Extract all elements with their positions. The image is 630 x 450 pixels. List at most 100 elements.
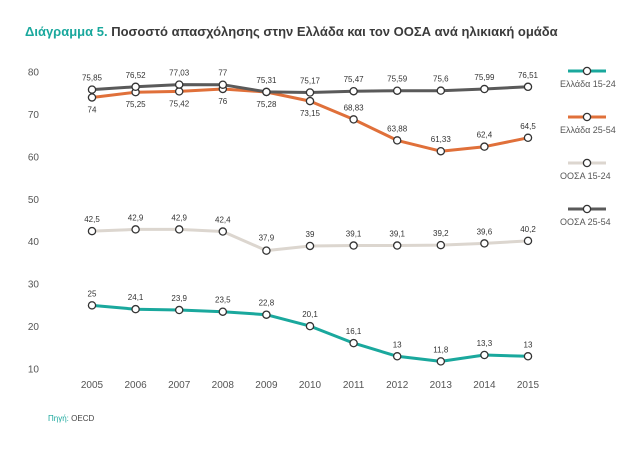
data-point [349, 86, 358, 96]
data-point [174, 305, 184, 315]
data-label: 25 [88, 289, 97, 298]
data-point [349, 338, 358, 348]
x-tick-label: 2013 [430, 380, 453, 391]
source-label: Πηγή: [48, 414, 69, 423]
data-label: 75,47 [344, 75, 365, 84]
legend-marker-3 [582, 158, 592, 168]
data-label: 74 [88, 105, 97, 114]
legend-label-1: Ελλάδα 15-24 [560, 79, 616, 89]
data-label: 75,99 [474, 73, 495, 82]
data-label: 20,1 [302, 310, 318, 319]
data-point [392, 136, 402, 145]
y-tick-label: 40 [28, 237, 40, 248]
data-label: 62,4 [477, 131, 493, 140]
data-point [131, 225, 140, 234]
data-label: 11,8 [433, 345, 449, 354]
data-point [218, 80, 228, 89]
data-point [262, 246, 271, 255]
data-label: 40,2 [520, 225, 536, 234]
data-point [480, 142, 489, 151]
data-label: 77,03 [169, 69, 190, 78]
data-label: 23,9 [171, 294, 187, 303]
data-label: 39,1 [389, 230, 405, 239]
data-label: 75,6 [433, 75, 449, 84]
legend-label-3: ΟΟΣΑ 15-24 [560, 171, 611, 181]
data-point [218, 227, 228, 236]
data-point [436, 86, 446, 95]
data-label: 75,85 [82, 74, 103, 83]
data-label: 75,31 [256, 76, 277, 85]
x-tick-label: 2014 [473, 380, 496, 391]
data-label: 61,33 [431, 135, 452, 144]
chart-title-lead: Διάγραμμα 5. [25, 24, 108, 39]
data-label: 73,15 [300, 109, 321, 118]
x-tick-label: 2009 [255, 380, 278, 391]
data-label: 13,3 [477, 339, 493, 348]
data-label: 42,9 [128, 213, 144, 222]
data-point [87, 93, 97, 102]
data-label: 76,51 [518, 71, 539, 80]
x-tick-label: 2005 [81, 380, 104, 391]
data-point [480, 239, 489, 248]
x-tick-label: 2010 [299, 380, 322, 391]
data-point [131, 82, 140, 92]
data-point [392, 86, 402, 95]
data-label: 63,88 [387, 124, 408, 133]
data-label: 75,42 [169, 99, 190, 108]
legend-marker-4 [582, 204, 592, 214]
data-label: 39,6 [477, 227, 493, 236]
legend-marker-2 [582, 112, 592, 122]
data-point [392, 352, 402, 361]
y-tick-label: 50 [28, 195, 40, 206]
data-point [349, 115, 358, 124]
x-tick-label: 2011 [343, 380, 365, 391]
data-label: 16,1 [346, 327, 362, 336]
data-label: 64,5 [520, 122, 536, 131]
data-label: 75,59 [387, 75, 408, 84]
data-point [87, 226, 97, 236]
data-label: 76,52 [126, 71, 147, 80]
source-note: Πηγή: OECD [48, 414, 94, 423]
data-point [436, 357, 446, 366]
data-point [262, 87, 271, 97]
data-label: 22,8 [259, 299, 275, 308]
data-point [523, 352, 533, 361]
data-point [305, 88, 315, 97]
data-point [523, 236, 533, 246]
data-point [305, 321, 315, 331]
data-point [523, 133, 533, 143]
data-label: 75,28 [256, 100, 277, 109]
y-tick-label: 30 [28, 280, 40, 291]
data-point [305, 241, 315, 251]
data-label: 39,2 [433, 229, 449, 238]
data-point [480, 350, 489, 360]
y-tick-label: 60 [28, 152, 40, 163]
x-tick-label: 2007 [168, 380, 191, 391]
data-point [305, 96, 315, 106]
legend-label-4: ΟΟΣΑ 25-54 [560, 217, 611, 227]
data-label: 68,83 [344, 103, 365, 112]
data-label: 13 [524, 340, 533, 349]
data-point [131, 304, 140, 314]
data-point [436, 240, 446, 250]
data-label: 39 [306, 230, 315, 239]
data-label: 42,5 [84, 215, 100, 224]
data-point [349, 241, 358, 250]
x-tick-label: 2006 [124, 380, 147, 391]
data-label: 76 [218, 97, 227, 106]
data-point [174, 225, 184, 234]
chart-title: Διάγραμμα 5. Ποσοστό απασχόλησης στην Ελ… [25, 24, 558, 39]
data-point [480, 84, 489, 94]
data-point [218, 307, 228, 316]
source-value: OECD [71, 414, 95, 423]
data-label: 24,1 [128, 293, 144, 302]
data-label: 75,17 [300, 76, 321, 85]
x-tick-label: 2008 [212, 380, 235, 391]
data-label: 77 [218, 69, 227, 78]
data-label: 23,5 [215, 296, 231, 305]
data-point [436, 146, 446, 156]
data-point [87, 85, 97, 94]
data-point [392, 241, 402, 250]
data-label: 37,9 [259, 234, 275, 243]
